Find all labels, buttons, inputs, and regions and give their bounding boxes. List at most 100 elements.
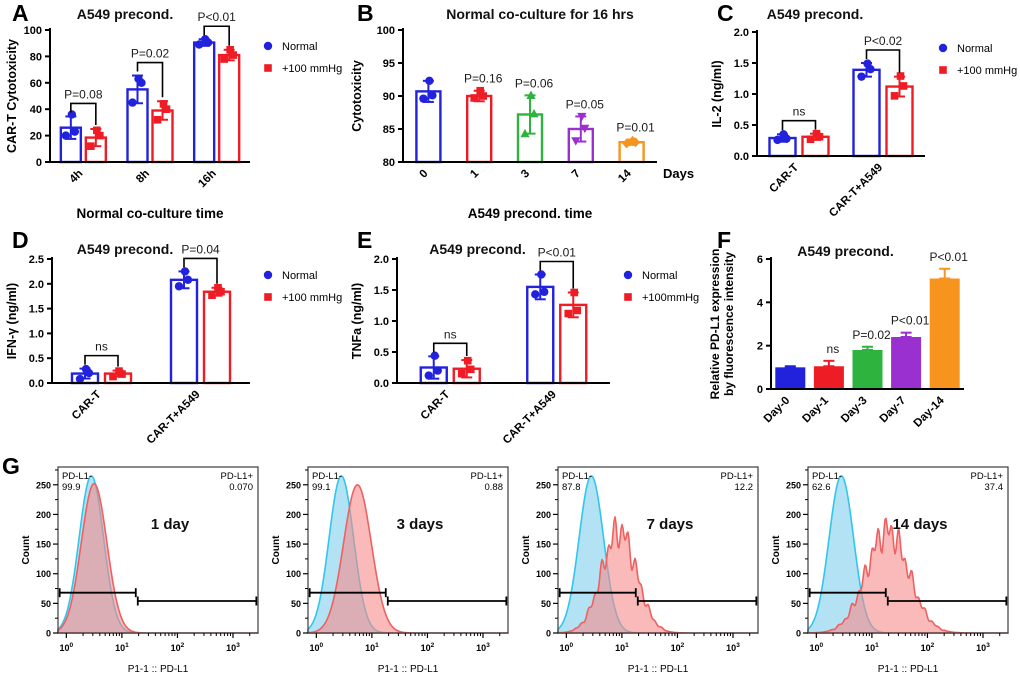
svg-text:102: 102: [921, 642, 935, 653]
svg-text:+100 mmHg: +100 mmHg: [282, 63, 342, 75]
chart-E: CAR-T CAR-T+A549 0.0 0.5 1.0 1.5 2.0 TNFa (ng/m…: [350, 246, 699, 447]
svg-text:+100 mmHg: +100 mmHg: [957, 65, 1017, 77]
gates: [808, 588, 1008, 606]
panel-b: B Normal co-culture for 16 hrs 0 1 3 7 14 80 8…: [345, 0, 705, 228]
svg-text:Day-3: Day-3: [839, 395, 870, 426]
svg-text:0: 0: [296, 629, 301, 639]
svg-text:PD-L1-: PD-L1-: [62, 471, 92, 482]
svg-text:Cytotoxicity: Cytotoxicity: [350, 60, 364, 132]
chart-B: 0 1 3 7 14 80 85 90 95 100 A549 precond. time Days C…: [350, 25, 694, 221]
flow-subpanel-2: 0 50 100 150 200 250 100 101 102 103 P1-1 :: PD-L1…: [268, 455, 518, 677]
svg-text:Count: Count: [21, 535, 32, 565]
svg-text:+100 mmHg: +100 mmHg: [282, 292, 342, 304]
svg-text:103: 103: [476, 642, 490, 653]
svg-text:60: 60: [30, 78, 42, 90]
svg-text:100: 100: [310, 642, 324, 653]
svg-text:4: 4: [757, 297, 764, 309]
svg-text:100: 100: [60, 642, 74, 653]
svg-text:90: 90: [383, 91, 395, 103]
svg-text:37.4: 37.4: [985, 482, 1004, 493]
svg-text:99.1: 99.1: [312, 482, 331, 493]
svg-text:P=0.08: P=0.08: [64, 87, 103, 101]
svg-text:50: 50: [41, 599, 51, 609]
chart-A: 4h 8h 16h 0 20 40 60 80 100 Normal co-culture tim…: [5, 10, 342, 221]
svg-text:0.0: 0.0: [374, 378, 389, 390]
svg-text:0.5: 0.5: [374, 347, 389, 359]
svg-text:P<0.01: P<0.01: [197, 10, 236, 24]
svg-text:0.0: 0.0: [734, 151, 749, 163]
panel-b-plot: 0 1 3 7 14 80 85 90 95 100 A549 precond. time Days C…: [345, 0, 705, 228]
svg-text:P=0.01: P=0.01: [616, 121, 655, 135]
svg-text:200: 200: [786, 510, 801, 520]
svg-text:Days: Days: [663, 166, 694, 181]
svg-text:0.5: 0.5: [29, 353, 44, 365]
svg-text:2.5: 2.5: [29, 254, 44, 266]
svg-text:IL-2 (ng/ml): IL-2 (ng/ml): [710, 60, 724, 127]
svg-text:ns: ns: [827, 342, 840, 356]
svg-text:85: 85: [383, 124, 395, 136]
panel-d-plot: CAR-T CAR-T+A549 0.0 0.5 1.0 1.5 2.0 2.5 IFN-γ (…: [0, 227, 345, 455]
svg-text:3: 3: [519, 168, 532, 181]
svg-text:CAR-T: CAR-T: [419, 389, 453, 423]
curves: [57, 475, 259, 634]
svg-text:250: 250: [536, 480, 551, 490]
svg-text:P1-1 :: PD-L1: P1-1 :: PD-L1: [878, 664, 939, 675]
svg-text:PD-L1-: PD-L1-: [812, 471, 842, 482]
svg-text:PD-L1-: PD-L1-: [562, 471, 592, 482]
panel-a: A A549 precond. 4h 8h 16h 0 20 40 60 80 100 Norma…: [0, 0, 345, 228]
svg-text:1.5: 1.5: [29, 304, 44, 316]
svg-text:87.8: 87.8: [562, 482, 581, 493]
chart-F: Day-0 Day-1 Day-3 Day-7 Day-14 0 2 4 6 Relative P…: [708, 249, 968, 430]
svg-text:CAR-T: CAR-T: [70, 389, 104, 423]
svg-text:101: 101: [615, 642, 629, 653]
svg-text:99.9: 99.9: [62, 482, 81, 493]
svg-text:P=0.02: P=0.02: [852, 328, 891, 342]
svg-text:P=0.02: P=0.02: [131, 47, 170, 61]
svg-text:62.6: 62.6: [812, 482, 831, 493]
svg-text:50: 50: [541, 599, 551, 609]
svg-text:102: 102: [671, 642, 685, 653]
curves: [807, 475, 1009, 634]
svg-text:200: 200: [36, 510, 51, 520]
annotations-group: ns P=0.04: [84, 242, 220, 367]
svg-text:by fluorescence intensity: by fluorescence intensity: [722, 252, 736, 396]
svg-text:14 days: 14 days: [892, 516, 947, 533]
svg-text:1: 1: [468, 167, 481, 180]
annotations-group: ns P<0.02: [781, 34, 903, 131]
svg-text:CAR-T+A549: CAR-T+A549: [827, 162, 885, 220]
svg-text:103: 103: [726, 642, 740, 653]
panel-f: F A549 precond. Day-0 Day-1 Day-3 Day-7 Day-…: [705, 227, 1020, 455]
svg-text:150: 150: [36, 540, 51, 550]
svg-text:103: 103: [226, 642, 240, 653]
panel-c-letter: C: [717, 0, 734, 26]
svg-text:6: 6: [757, 254, 763, 266]
axes-group: Day-0 Day-1 Day-3 Day-7 Day-14 0 2 4 6 Relative P…: [708, 249, 964, 430]
svg-text:100: 100: [36, 569, 51, 579]
svg-text:0: 0: [46, 629, 51, 639]
svg-text:4h: 4h: [67, 168, 85, 186]
flow-subpanel-4: 0 50 100 150 200 250 100 101 102 103 P1-1 :: PD-L1…: [768, 455, 1018, 677]
gates: [308, 588, 508, 606]
svg-text:Count: Count: [271, 535, 282, 565]
panel-a-plot: 4h 8h 16h 0 20 40 60 80 100 Normal co-culture tim…: [0, 0, 345, 228]
panel-a-title: A549 precond.: [76, 6, 174, 22]
svg-text:7: 7: [570, 168, 583, 181]
svg-text:PD-L1+: PD-L1+: [221, 471, 254, 482]
panel-f-plot: Day-0 Day-1 Day-3 Day-7 Day-14 0 2 4 6 Relative P…: [705, 227, 1020, 455]
svg-text:0.070: 0.070: [229, 482, 253, 493]
flow-subpanel-1: 0 50 100 150 200 250 100 101 102 103 P1-1 :: PD-L1…: [18, 455, 268, 677]
bars-group: [59, 35, 241, 164]
svg-text:80: 80: [30, 51, 42, 63]
svg-text:Day-7: Day-7: [878, 395, 909, 426]
panel-e: E A549 precond. CAR-T CAR-T+A549 0.0 0.5 1.0…: [345, 227, 705, 455]
panel-b-title: Normal co-culture for 16 hrs: [446, 6, 634, 22]
panel-e-letter: E: [357, 227, 373, 253]
panel-a-letter: A: [12, 0, 29, 26]
svg-text:TNFa (ng/ml): TNFa (ng/ml): [350, 283, 364, 359]
svg-text:0: 0: [796, 629, 801, 639]
